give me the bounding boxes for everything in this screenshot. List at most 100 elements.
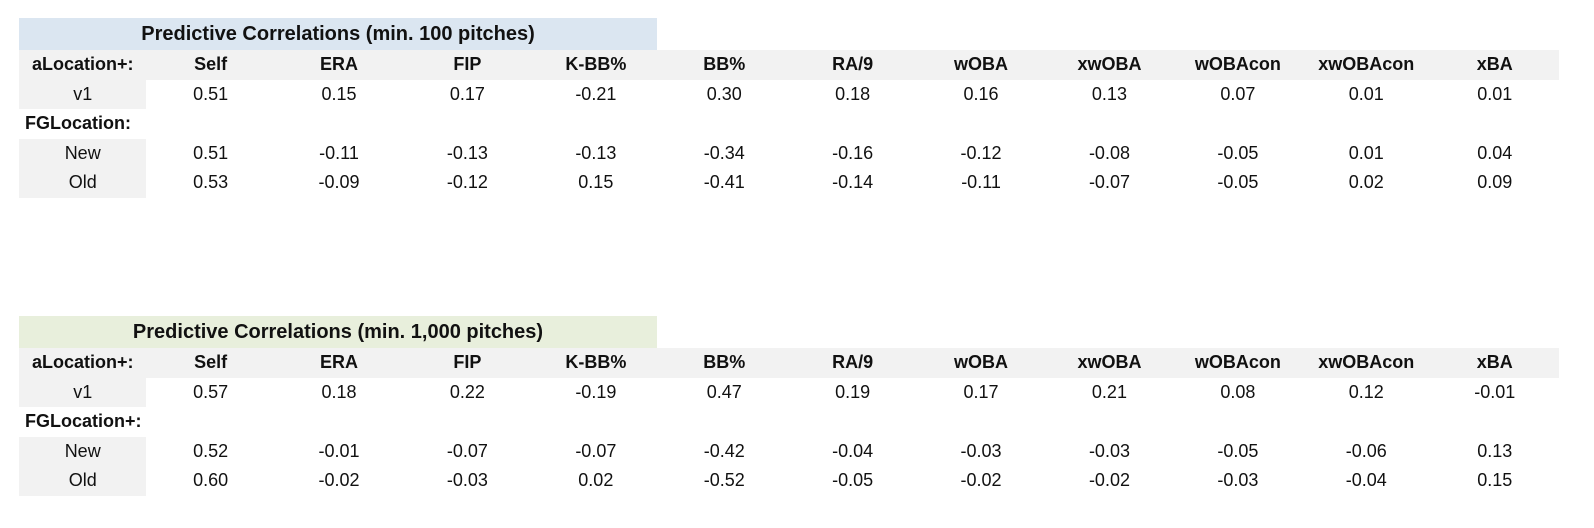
table-row-new: New 0.52 -0.01 -0.07 -0.07 -0.42 -0.04 -… — [19, 436, 1559, 466]
cell-value: -0.04 — [1302, 466, 1431, 496]
cell-value: 0.47 — [660, 377, 789, 407]
cell-value: -0.03 — [403, 466, 532, 496]
column-header: xBA — [1430, 50, 1559, 80]
cell-value: 0.21 — [1045, 377, 1174, 407]
column-header: K-BB% — [531, 348, 661, 378]
table-row-new: New 0.51 -0.11 -0.13 -0.13 -0.34 -0.16 -… — [19, 138, 1559, 168]
table-row-old: Old 0.53 -0.09 -0.12 0.15 -0.41 -0.14 -0… — [19, 168, 1559, 198]
header-label: aLocation+: — [19, 348, 147, 378]
column-header: xwOBA — [1045, 50, 1174, 80]
column-header: BB% — [660, 50, 789, 80]
cell-value: -0.11 — [274, 138, 404, 168]
cell-value: -0.11 — [916, 168, 1046, 198]
cell-value: -0.05 — [788, 466, 917, 496]
column-header: xBA — [1430, 348, 1559, 378]
row-label: v1 — [19, 377, 147, 407]
cell-value: 0.08 — [1173, 377, 1303, 407]
cell-value: -0.02 — [1045, 466, 1174, 496]
table-row-old: Old 0.60 -0.02 -0.03 0.02 -0.52 -0.05 -0… — [19, 466, 1559, 496]
cell-value: 0.57 — [146, 377, 275, 407]
cell-value: -0.03 — [916, 436, 1046, 466]
cell-value: -0.21 — [531, 79, 661, 109]
cell-value: 0.17 — [403, 79, 532, 109]
row-label: Old — [19, 466, 147, 496]
correlation-table-100: Predictive Correlations (min. 100 pitche… — [19, 18, 1559, 198]
cell-value: 0.15 — [531, 168, 661, 198]
cell-value: -0.12 — [403, 168, 532, 198]
cell-value: 0.02 — [1302, 168, 1431, 198]
column-header: RA/9 — [788, 348, 917, 378]
column-header: ERA — [274, 348, 404, 378]
cell-value: -0.05 — [1173, 436, 1303, 466]
cell-value: 0.17 — [916, 377, 1046, 407]
column-header: BB% — [660, 348, 789, 378]
row-label: Old — [19, 168, 147, 198]
column-header: xwOBAcon — [1302, 348, 1431, 378]
cell-value: 0.53 — [146, 168, 275, 198]
correlation-grid: aLocation+: Self ERA FIP K-BB% BB% RA/9 … — [19, 348, 1559, 496]
cell-value: -0.01 — [274, 436, 404, 466]
cell-value: -0.03 — [1173, 466, 1303, 496]
cell-value: -0.12 — [916, 138, 1046, 168]
column-header: wOBA — [916, 348, 1046, 378]
header-row: aLocation+: Self ERA FIP K-BB% BB% RA/9 … — [19, 50, 1559, 80]
cell-value: -0.41 — [660, 168, 789, 198]
cell-value: -0.16 — [788, 138, 917, 168]
cell-value: -0.34 — [660, 138, 789, 168]
cell-value: -0.52 — [660, 466, 789, 496]
cell-value: -0.04 — [788, 436, 917, 466]
cell-value: -0.14 — [788, 168, 917, 198]
table-row-v1: v1 0.57 0.18 0.22 -0.19 0.47 0.19 0.17 0… — [19, 377, 1559, 407]
cell-value: -0.13 — [403, 138, 532, 168]
cell-value: -0.06 — [1302, 436, 1431, 466]
table-title: Predictive Correlations (min. 1,000 pitc… — [19, 316, 657, 348]
cell-value: -0.07 — [531, 436, 661, 466]
cell-value: 0.15 — [274, 79, 404, 109]
correlation-table-1000: Predictive Correlations (min. 1,000 pitc… — [19, 316, 1559, 496]
cell-value: 0.09 — [1430, 168, 1559, 198]
column-header: Self — [146, 348, 275, 378]
cell-value: -0.09 — [274, 168, 404, 198]
column-header: K-BB% — [531, 50, 661, 80]
cell-value: -0.42 — [660, 436, 789, 466]
cell-value: 0.30 — [660, 79, 789, 109]
cell-value: -0.13 — [531, 138, 661, 168]
row-label: New — [19, 138, 147, 168]
section-row: FGLocation: — [19, 109, 1559, 139]
table-row-v1: v1 0.51 0.15 0.17 -0.21 0.30 0.18 0.16 0… — [19, 79, 1559, 109]
cell-value: 0.02 — [531, 466, 661, 496]
cell-value: 0.07 — [1173, 79, 1303, 109]
cell-value: 0.22 — [403, 377, 532, 407]
cell-value: 0.18 — [274, 377, 404, 407]
column-header: wOBAcon — [1173, 50, 1303, 80]
cell-value: 0.13 — [1430, 436, 1559, 466]
cell-value: 0.15 — [1430, 466, 1559, 496]
column-header: wOBA — [916, 50, 1046, 80]
column-header: ERA — [274, 50, 404, 80]
cell-value: -0.08 — [1045, 138, 1174, 168]
cell-value: -0.19 — [531, 377, 661, 407]
cell-value: -0.07 — [403, 436, 532, 466]
column-header: wOBAcon — [1173, 348, 1303, 378]
section-label: FGLocation+: — [19, 407, 1559, 437]
column-header: RA/9 — [788, 50, 917, 80]
cell-value: 0.12 — [1302, 377, 1431, 407]
cell-value: 0.52 — [146, 436, 275, 466]
cell-value: -0.01 — [1430, 377, 1559, 407]
cell-value: 0.51 — [146, 79, 275, 109]
cell-value: 0.16 — [916, 79, 1046, 109]
cell-value: 0.13 — [1045, 79, 1174, 109]
cell-value: 0.04 — [1430, 138, 1559, 168]
correlation-grid: aLocation+: Self ERA FIP K-BB% BB% RA/9 … — [19, 50, 1559, 198]
cell-value: 0.01 — [1430, 79, 1559, 109]
cell-value: 0.51 — [146, 138, 275, 168]
row-label: New — [19, 436, 147, 466]
cell-value: 0.18 — [788, 79, 917, 109]
column-header: Self — [146, 50, 275, 80]
table-title: Predictive Correlations (min. 100 pitche… — [19, 18, 657, 50]
cell-value: 0.60 — [146, 466, 275, 496]
section-label: FGLocation: — [19, 109, 1559, 139]
cell-value: -0.07 — [1045, 168, 1174, 198]
column-header: FIP — [403, 348, 532, 378]
cell-value: 0.01 — [1302, 79, 1431, 109]
